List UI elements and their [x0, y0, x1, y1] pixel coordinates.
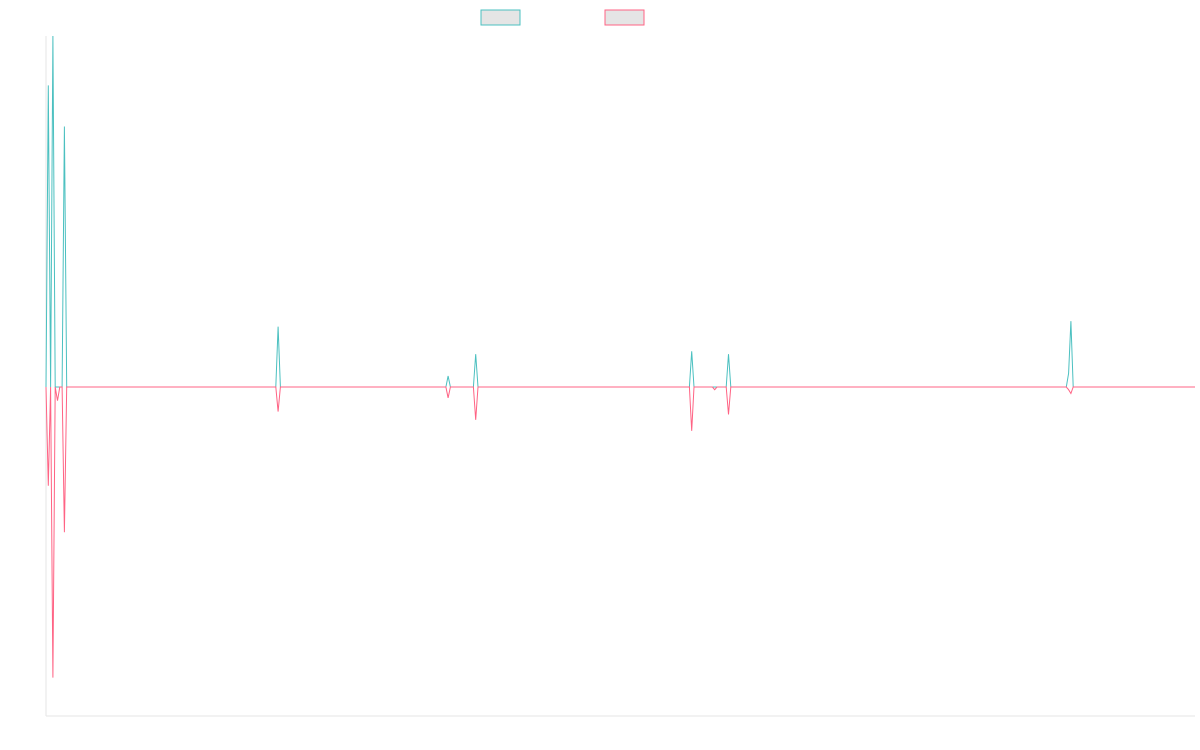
series-2-line — [45, 386, 1195, 678]
legend-swatch-series-2 — [604, 9, 645, 26]
series-1-line — [45, 35, 1195, 388]
legend-swatch-series-1 — [480, 9, 521, 26]
